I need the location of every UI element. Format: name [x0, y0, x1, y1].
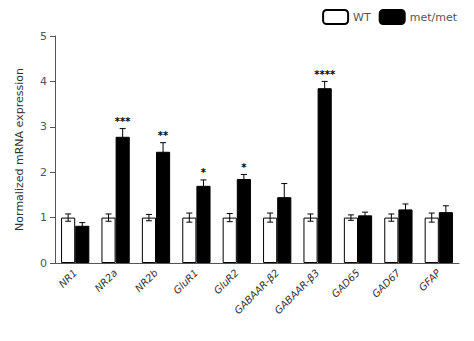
svg-text:GluR2: GluR2	[212, 267, 241, 296]
svg-text:**: **	[158, 130, 169, 141]
svg-text:0: 0	[40, 257, 47, 270]
svg-text:4: 4	[40, 75, 47, 88]
svg-text:****: ****	[314, 69, 336, 80]
svg-text:1: 1	[40, 211, 47, 224]
svg-text:GABAAR-β2: GABAAR-β2	[232, 267, 282, 317]
svg-text:GFAP: GFAP	[417, 267, 443, 293]
svg-text:GluR1: GluR1	[171, 267, 200, 296]
svg-text:GAD65: GAD65	[329, 267, 362, 300]
svg-text:*: *	[201, 167, 207, 178]
svg-text:met/met: met/met	[410, 11, 458, 24]
svg-text:***: ***	[115, 116, 131, 127]
svg-text:GAD67: GAD67	[370, 267, 403, 300]
svg-text:GABAAR-β3: GABAAR-β3	[272, 267, 321, 316]
svg-text:Normalized mRNA expression: Normalized mRNA expression	[13, 68, 26, 231]
svg-text:NR2a: NR2a	[93, 267, 120, 294]
svg-text:3: 3	[40, 120, 47, 133]
svg-text:WT: WT	[353, 11, 371, 24]
svg-text:2: 2	[40, 166, 47, 179]
svg-text:NR1: NR1	[57, 267, 79, 289]
svg-text:*: *	[241, 162, 247, 173]
svg-text:NR2b: NR2b	[133, 267, 160, 294]
svg-text:5: 5	[40, 30, 47, 43]
